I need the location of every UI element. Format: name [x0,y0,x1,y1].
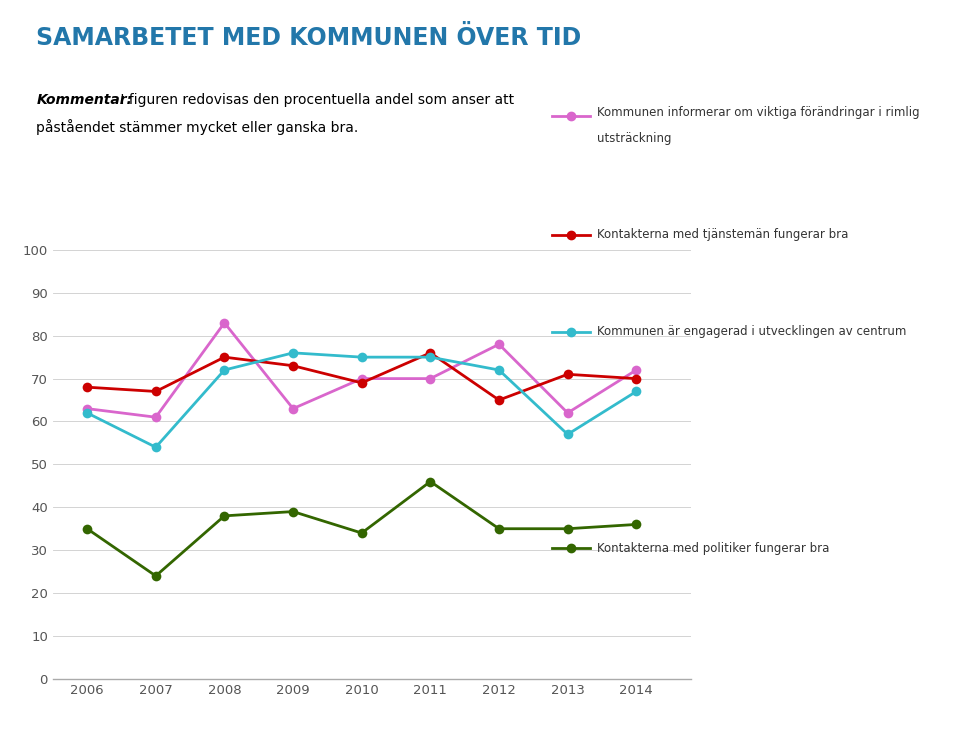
Text: Kontakterna med tjänstemän fungerar bra: Kontakterna med tjänstemän fungerar bra [597,228,849,242]
Text: Kommunen informerar om viktiga förändringar i rimlig: Kommunen informerar om viktiga förändrin… [597,106,920,119]
Text: Kommunen är engagerad i utvecklingen av centrum: Kommunen är engagerad i utvecklingen av … [597,325,906,339]
Text: utsträckning: utsträckning [597,131,672,145]
Text: Kommentar:: Kommentar: [36,93,132,107]
Text: SAMARBETET MED KOMMUNEN ÖVER TID: SAMARBETET MED KOMMUNEN ÖVER TID [36,26,582,50]
Text: Kontakterna med politiker fungerar bra: Kontakterna med politiker fungerar bra [597,542,829,555]
Text: påståendet stämmer mycket eller ganska bra.: påståendet stämmer mycket eller ganska b… [36,119,359,135]
Text: I figuren redovisas den procentuella andel som anser att: I figuren redovisas den procentuella and… [116,93,515,107]
